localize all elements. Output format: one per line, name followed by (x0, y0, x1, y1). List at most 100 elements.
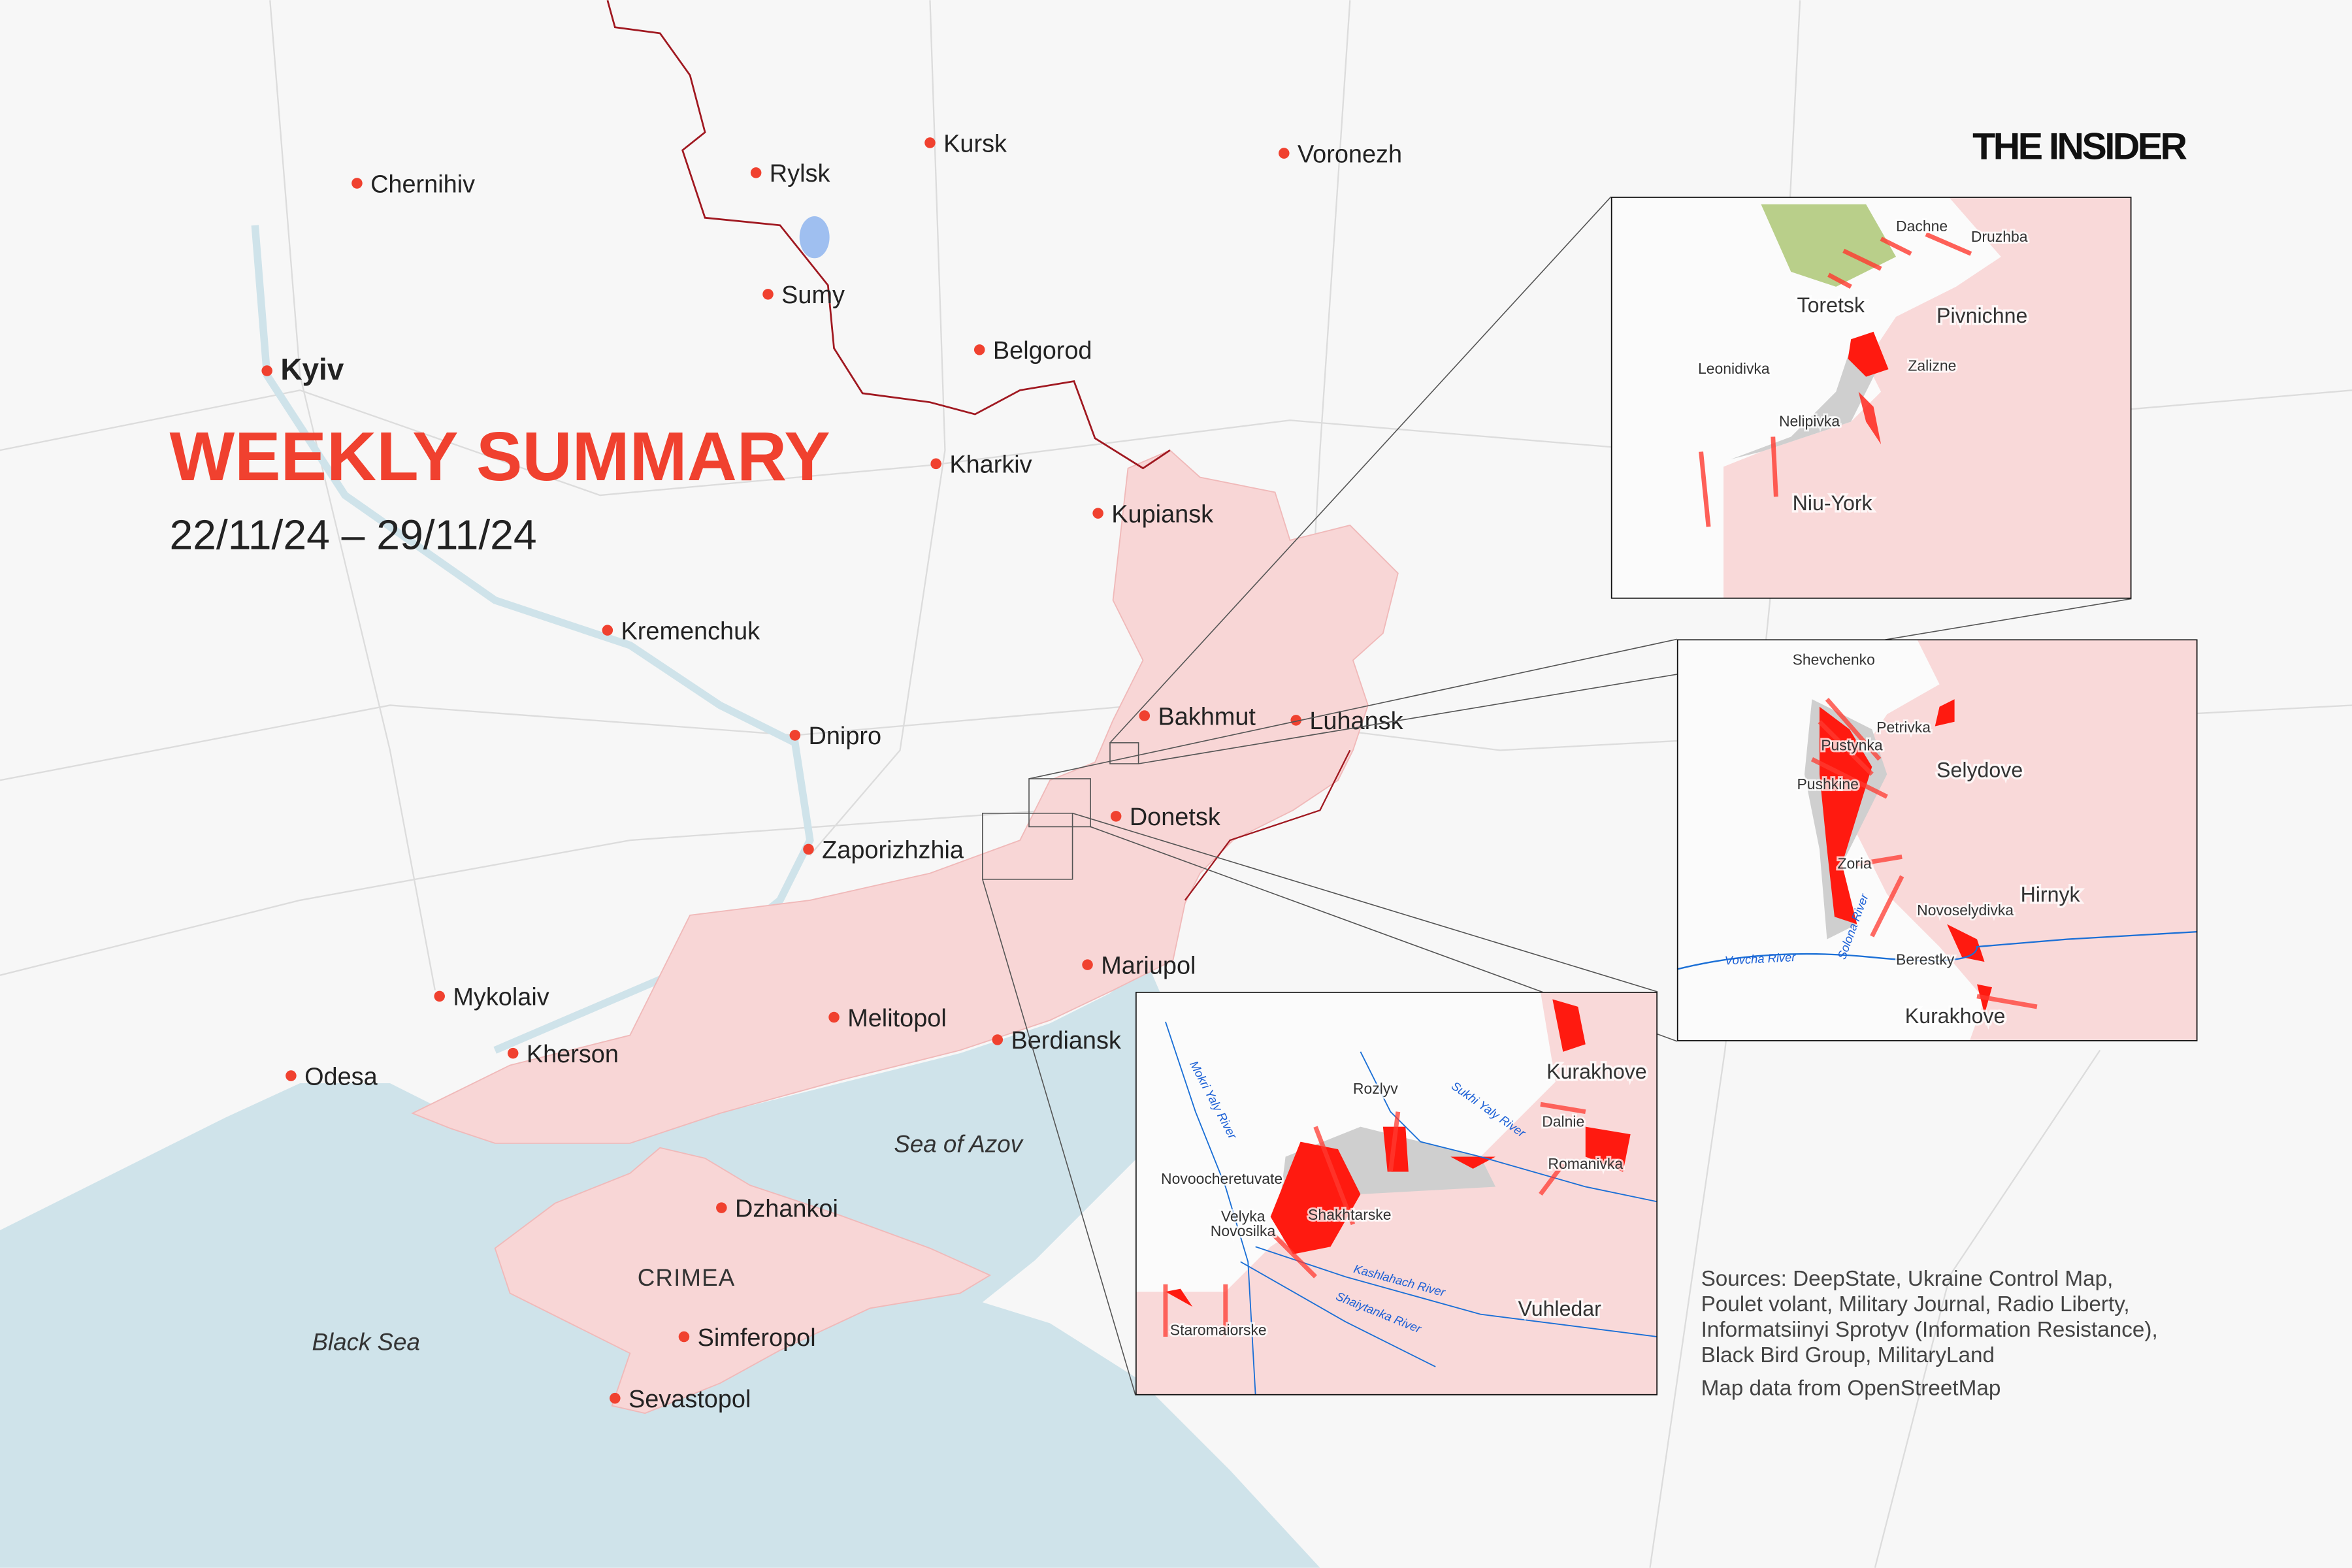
city-marker-luhansk (1290, 715, 1301, 726)
inset-label: Pushkine (1797, 776, 1859, 792)
city-label-kupiansk: Kupiansk (1111, 500, 1213, 528)
region-label-crimea: CRIMEA (638, 1264, 736, 1291)
city-marker-kupiansk (1092, 508, 1103, 519)
city-marker-kremenchuk (602, 625, 613, 636)
inset-label: Novoselydivka (1917, 902, 2014, 919)
map-data-credit: Map data from OpenStreetMap (1701, 1377, 2001, 1401)
city-marker-dnipro (789, 730, 801, 741)
inset-map-selydove: Shevchenko Petrivka Pustynka Selydove Pu… (1676, 639, 2198, 1041)
sea-label-black-sea: Black Sea (312, 1329, 420, 1356)
state-border (606, 0, 1171, 470)
city-label-voronezh: Voronezh (1298, 140, 1402, 168)
city-label-kursk: Kursk (943, 130, 1007, 157)
inset-label: Druzhba (1971, 228, 2028, 245)
inset-label: Kurakhove (1905, 1004, 2006, 1028)
city-marker-melitopol (828, 1011, 840, 1023)
inset-label: Rozlyv (1353, 1080, 1398, 1097)
city-marker-sumy (762, 289, 774, 300)
sources-line: Black Bird Group, MilitaryLand (1701, 1343, 1995, 1367)
sources-block: Sources: DeepState, Ukraine Control Map,… (1701, 1267, 2158, 1401)
inset-label: Velyka (1221, 1207, 1266, 1224)
city-marker-rylsk (750, 167, 762, 178)
city-label-sumy: Sumy (781, 282, 845, 309)
city-label-chernihiv: Chernihiv (370, 171, 475, 198)
inset-label: Selydove (1936, 759, 2023, 782)
inset-label: Novosilka (1211, 1222, 1276, 1239)
inset-label: Kurakhove (1546, 1060, 1647, 1083)
city-label-melitopol: Melitopol (847, 1005, 947, 1032)
city-label-kherson: Kherson (527, 1041, 619, 1068)
date-range: 22/11/24 – 29/11/24 (169, 512, 536, 559)
reservoir (799, 216, 830, 259)
city-marker-mariupol (1082, 959, 1093, 970)
inset-label: Shakhtarske (1308, 1206, 1392, 1223)
city-marker-mykolaiv (434, 990, 445, 1002)
inset-labels: Dachne Druzhba Toretsk Pivnichne Zalizne… (1696, 216, 2030, 517)
sea-label-azov: Sea of Azov (894, 1131, 1024, 1158)
inset-label: Romanivka (1548, 1155, 1623, 1172)
inset-map-kurakhove: Kurakhove Rozlyv Dalnie Romanivka Novooc… (1135, 991, 1658, 1396)
inset-label: Novoocheretuvate (1161, 1170, 1282, 1187)
city-marker-kherson (507, 1047, 519, 1059)
city-marker-belgorod (973, 344, 985, 355)
inset-label: Pustynka (1821, 736, 1883, 753)
occupied-territory (411, 449, 1399, 1144)
city-marker-zaporizhzhia (803, 843, 814, 855)
city-label-belgorod: Belgorod (993, 337, 1092, 365)
sources-line: Sources: DeepState, Ukraine Control Map, (1701, 1267, 2114, 1291)
city-label-donetsk: Donetsk (1130, 804, 1220, 831)
city-label-luhansk: Luhansk (1309, 708, 1403, 735)
page-title: WEEKLY SUMMARY (169, 418, 830, 495)
city-label-mariupol: Mariupol (1101, 952, 1196, 979)
inset-label: Niu-York (1793, 491, 1873, 515)
city-marker-kursk (924, 137, 936, 148)
inset-label: Hirnyk (2021, 883, 2081, 906)
city-marker-dzhankoi (716, 1202, 727, 1213)
inset-label: Shevchenko (1793, 651, 1875, 668)
city-label-sevastopol: Sevastopol (629, 1386, 751, 1413)
inset-label: Zalizne (1908, 357, 1956, 374)
city-label-dnipro: Dnipro (809, 723, 882, 750)
city-label-berdiansk: Berdiansk (1011, 1027, 1120, 1054)
inset-label: Nelipivka (1779, 412, 1840, 429)
city-marker-donetsk (1110, 811, 1122, 822)
city-label-kremenchuk: Kremenchuk (621, 617, 760, 645)
inset-label: Petrivka (1876, 719, 1931, 736)
sources-line: Poulet volant, Military Journal, Radio L… (1701, 1292, 2130, 1316)
city-marker-simferopol (678, 1331, 690, 1343)
city-label-kyiv: Kyiv (280, 352, 344, 386)
inset-map-toretsk: Dachne Druzhba Toretsk Pivnichne Zalizne… (1610, 197, 2132, 599)
city-label-simferopol: Simferopol (698, 1324, 816, 1352)
crimea-territory (494, 1147, 992, 1414)
city-marker-voronezh (1279, 148, 1290, 159)
city-marker-berdiansk (992, 1034, 1004, 1045)
inset-labels: Shevchenko Petrivka Pustynka Selydove Pu… (1724, 649, 2083, 1030)
inset-label: Staromaiorske (1170, 1322, 1267, 1339)
city-label-kharkiv: Kharkiv (949, 451, 1032, 479)
inset-label: Toretsk (1797, 293, 1865, 317)
city-label-bakhmut: Bakhmut (1158, 703, 1256, 730)
inset-label: Leonidivka (1698, 360, 1770, 377)
city-marker-kharkiv (930, 458, 941, 470)
city-marker-bakhmut (1139, 710, 1151, 721)
city-marker-odesa (286, 1070, 297, 1081)
sources-line: Informatsiinyi Sprotyv (Information Resi… (1701, 1318, 2158, 1342)
insider-logo: THE INSIDER (1972, 126, 2187, 168)
inset-label: Berestky (1896, 951, 1955, 968)
inset-label: Pivnichne (1936, 304, 2027, 327)
inset-label: Vuhledar (1518, 1297, 1601, 1320)
city-label-rylsk: Rylsk (770, 160, 830, 188)
inset-label: Dachne (1896, 218, 1948, 235)
city-markers: Chernihiv Kyiv Rylsk Kursk Voronezh Sumy Belgo… (261, 130, 1403, 1413)
inset-label: Dalnie (1542, 1113, 1584, 1130)
city-marker-sevastopol (610, 1392, 621, 1404)
city-label-odesa: Odesa (304, 1063, 378, 1090)
city-label-zaporizhzhia: Zaporizhzhia (822, 837, 964, 864)
frontline-border (1184, 749, 1351, 901)
city-marker-kyiv (261, 365, 272, 376)
city-label-mykolaiv: Mykolaiv (453, 984, 549, 1011)
inset-label: Zoria (1838, 855, 1872, 872)
city-marker-chernihiv (351, 178, 363, 189)
city-label-dzhankoi: Dzhankoi (735, 1195, 838, 1222)
